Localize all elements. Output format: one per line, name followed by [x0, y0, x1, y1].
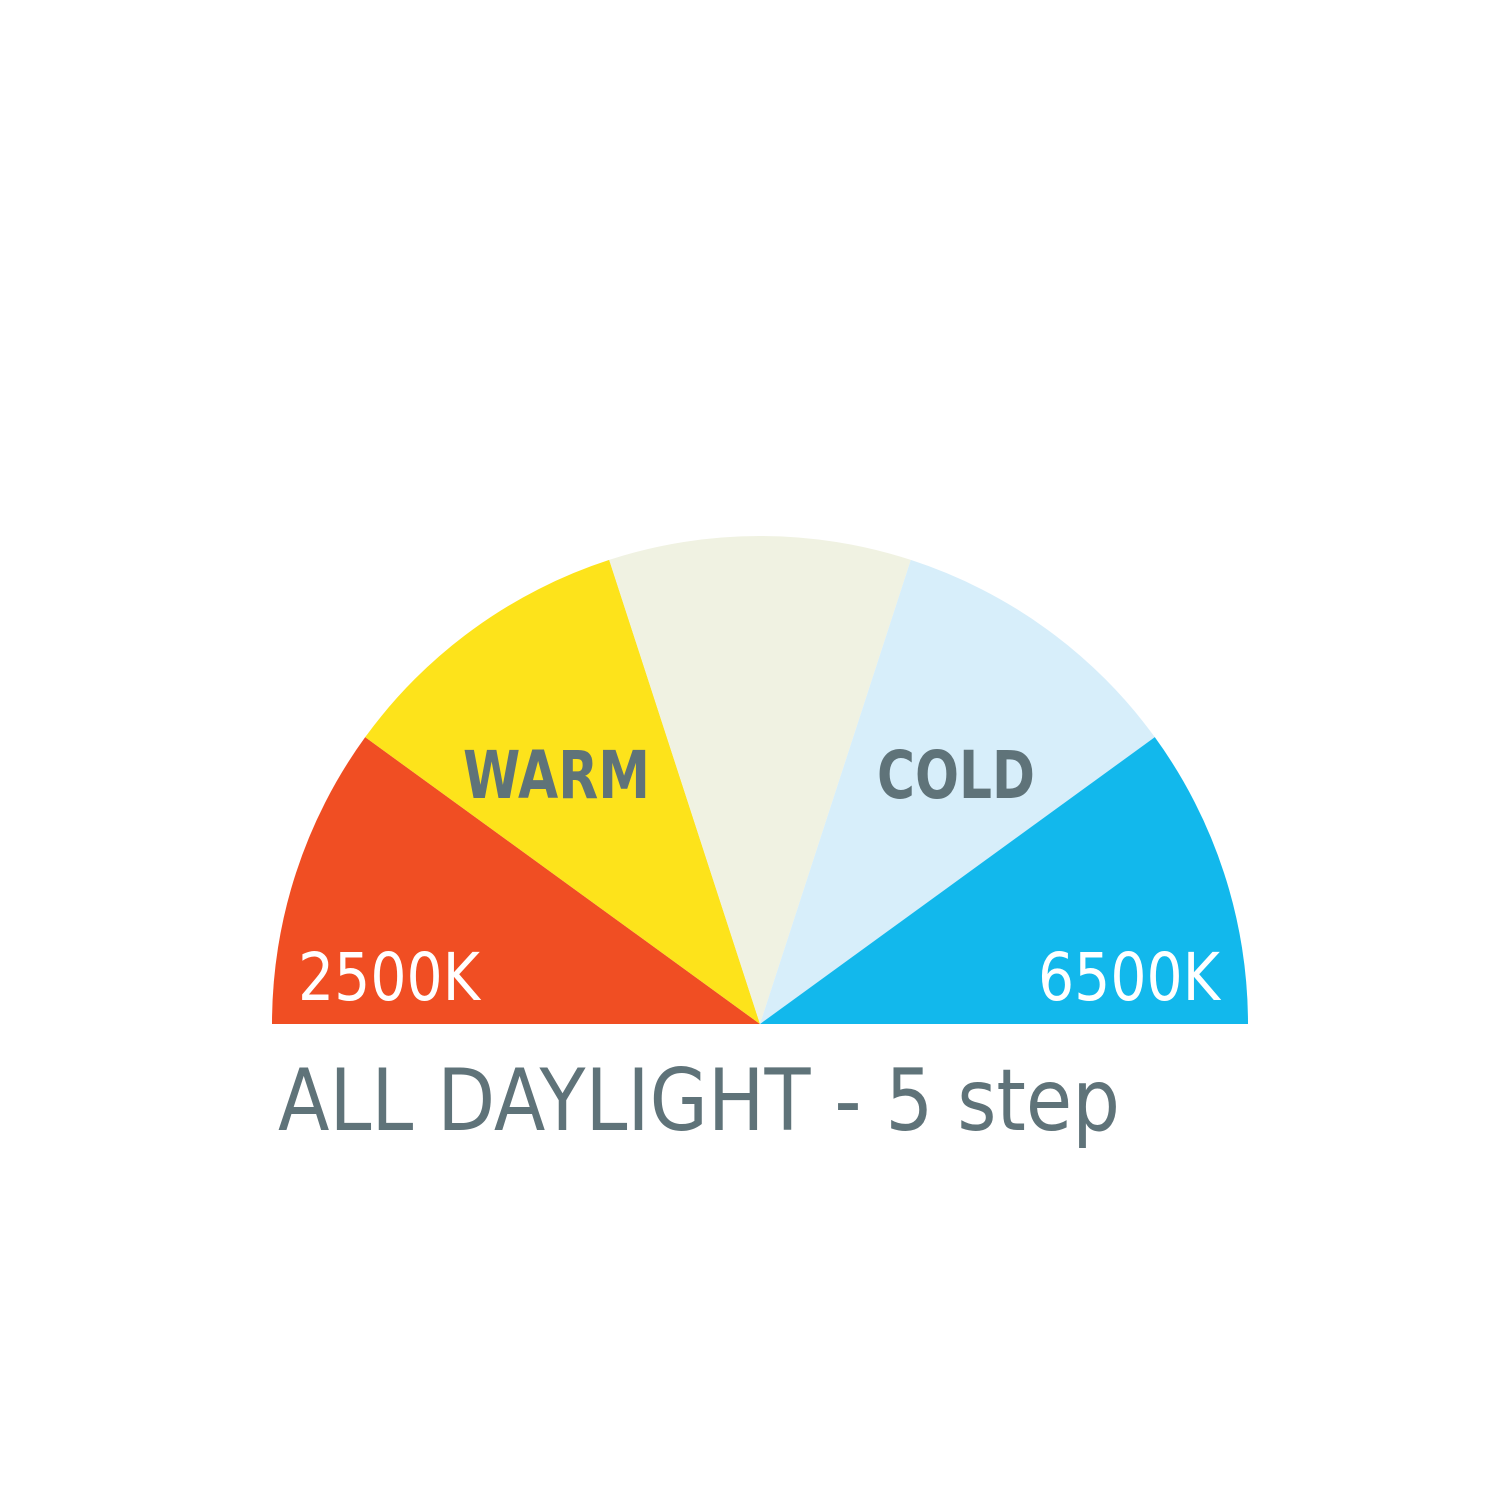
min-temperature-label: 2500K [298, 939, 481, 1016]
wedge-group [272, 536, 1248, 1024]
wedge-step-5 [760, 737, 1248, 1024]
wedge-step-4 [760, 559, 1155, 1024]
cold-label: COLD [877, 737, 1035, 814]
wedge-step-1 [272, 737, 760, 1024]
warm-label: WARM [463, 737, 650, 814]
wedge-step-2 [365, 559, 760, 1024]
max-temperature-label: 6500K [1038, 939, 1221, 1016]
diagram-title: ALL DAYLIGHT - 5 step [278, 1051, 1120, 1151]
wedge-step-3 [609, 536, 911, 1024]
